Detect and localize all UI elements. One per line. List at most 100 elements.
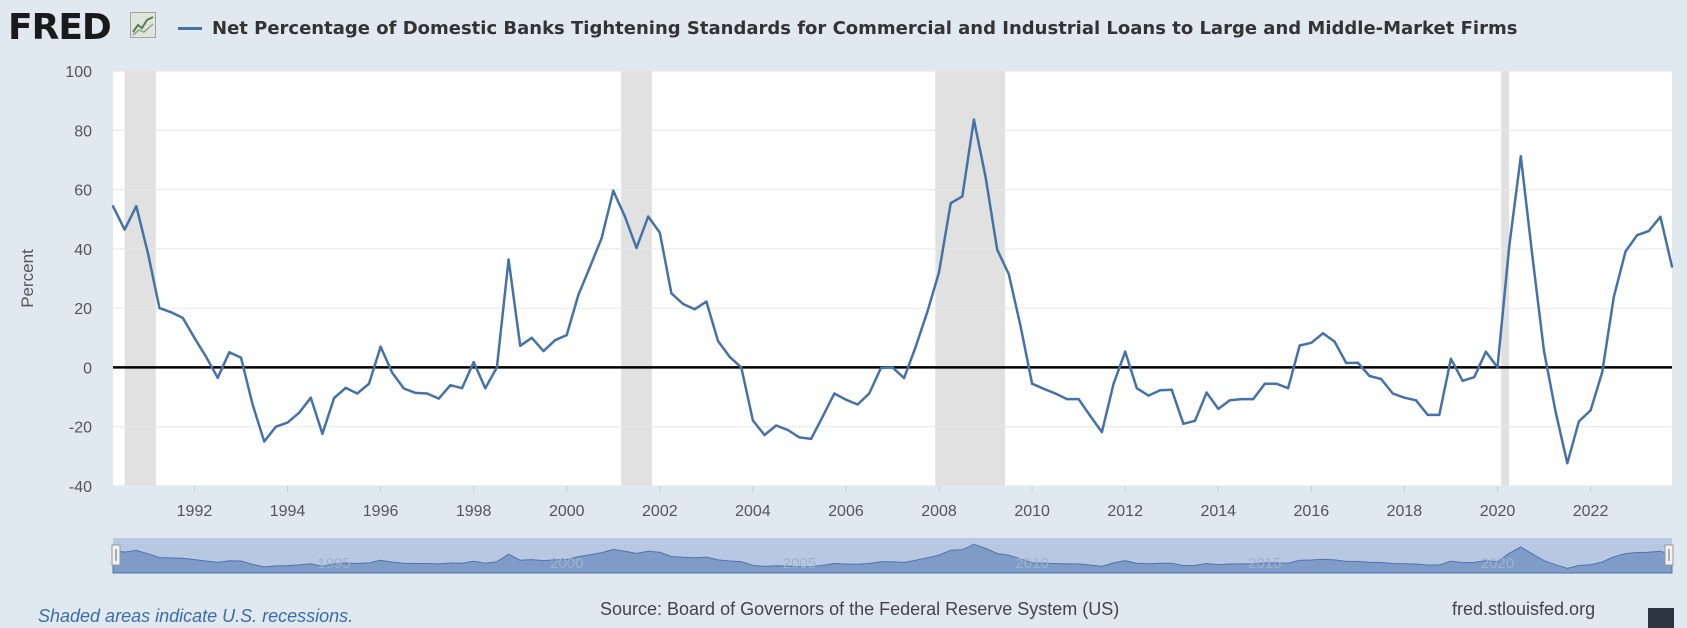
data-point (1100, 430, 1104, 434)
data-point (297, 411, 301, 414)
data-point (1612, 295, 1616, 299)
data-point (1193, 419, 1197, 422)
data-point (1647, 229, 1650, 233)
data-point (251, 403, 254, 406)
data-point (891, 366, 894, 369)
data-point (1542, 349, 1546, 353)
data-point (1624, 250, 1627, 253)
data-point (972, 118, 976, 121)
data-point (1205, 391, 1208, 394)
y-tick-label: 20 (74, 301, 92, 318)
data-point (1531, 255, 1534, 258)
title-text[interactable]: Net Percentage of Domestic Banks Tighten… (212, 17, 1518, 39)
data-point (391, 371, 394, 374)
data-point (681, 302, 685, 306)
data-point (367, 382, 371, 385)
data-point (600, 236, 603, 240)
data-point (1251, 397, 1255, 401)
data-point (263, 440, 266, 443)
data-point (414, 391, 417, 395)
recession-band (621, 71, 652, 486)
data-point (996, 248, 999, 251)
data-point (1670, 265, 1674, 268)
data-point (949, 202, 952, 205)
data-point (1240, 397, 1243, 401)
data-point (1496, 366, 1499, 369)
navigator-label: 2020 (1481, 555, 1514, 572)
data-point (1182, 422, 1185, 425)
data-point (1123, 350, 1127, 353)
data-point (868, 392, 871, 395)
data-point (1065, 397, 1069, 401)
data-point (309, 396, 312, 399)
data-point (577, 293, 580, 297)
y-tick-label: 60 (74, 183, 92, 200)
data-point (402, 387, 406, 390)
x-tick-label: 1992 (177, 503, 213, 520)
data-point (670, 292, 673, 295)
data-point (937, 271, 941, 274)
data-point (728, 355, 731, 358)
navigator-label: 2005 (783, 555, 816, 572)
data-point (1414, 399, 1418, 402)
data-point (1158, 389, 1162, 392)
recession-band (935, 71, 1006, 486)
data-point (146, 251, 150, 255)
x-tick-label: 1996 (363, 503, 399, 520)
data-point (216, 376, 219, 380)
data-point (856, 403, 859, 406)
data-point (798, 436, 801, 439)
data-point (844, 398, 848, 401)
data-point (1600, 370, 1604, 374)
y-tick-label: 0 (83, 360, 92, 377)
navigator-label: 2000 (550, 555, 583, 572)
data-point (1089, 414, 1092, 418)
data-point (565, 333, 568, 337)
data-point (472, 360, 475, 364)
data-point (286, 421, 289, 424)
data-point (495, 366, 499, 369)
data-point (135, 204, 138, 208)
data-point (809, 437, 813, 441)
x-tick-label: 2016 (1294, 503, 1330, 520)
data-point (786, 428, 789, 432)
data-point (379, 345, 382, 348)
y-tick-label: 100 (65, 64, 92, 81)
data-point (1170, 388, 1173, 391)
data-point (658, 231, 662, 234)
data-point (530, 336, 534, 339)
navigator-area (112, 543, 1673, 574)
data-point (437, 397, 440, 400)
data-point (1577, 420, 1581, 423)
recession-band (124, 71, 156, 486)
data-point (1054, 392, 1057, 395)
x-tick-label: 2022 (1573, 503, 1609, 520)
navigator-label: 2015 (1248, 555, 1281, 572)
data-point (914, 345, 917, 348)
data-point (1345, 361, 1348, 365)
site-link[interactable]: fred.stlouisfed.org (1452, 599, 1596, 619)
data-point (1263, 382, 1266, 385)
data-point (716, 339, 720, 343)
data-point (321, 432, 324, 436)
data-point (1589, 409, 1592, 412)
data-point (1019, 324, 1022, 328)
navigator-label: 1995 (317, 555, 350, 572)
data-point (833, 392, 836, 395)
fullscreen-icon[interactable] (1648, 608, 1674, 628)
fred-logo[interactable]: FRED (8, 7, 112, 48)
data-point (1461, 379, 1464, 382)
chart-header: FRED Net Percentage of Domestic Banks Ti… (0, 0, 1687, 60)
data-point (332, 396, 336, 400)
data-point (984, 175, 987, 179)
data-point (879, 366, 883, 370)
data-point (1135, 386, 1139, 390)
data-point (635, 246, 638, 250)
data-point (1007, 272, 1011, 276)
x-tick-label: 1994 (270, 503, 306, 520)
y-tick-label: -20 (69, 420, 92, 437)
data-point (1042, 387, 1045, 390)
data-point (1519, 155, 1522, 158)
source-text: Source: Board of Governors of the Federa… (600, 599, 1120, 619)
data-point (926, 310, 929, 313)
